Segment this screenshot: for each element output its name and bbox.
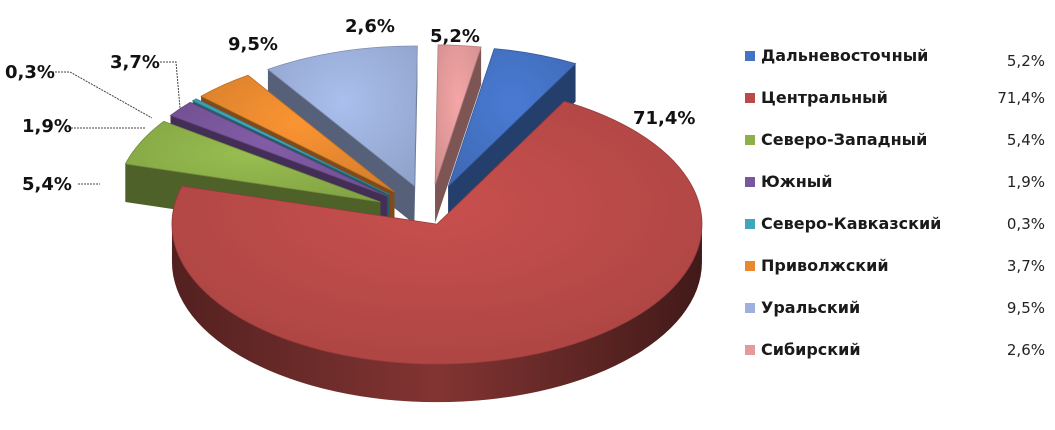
- slice-label: 1,9%: [22, 116, 72, 137]
- legend-label: Северо-Кавказский: [761, 214, 941, 233]
- legend-swatch: [745, 219, 755, 229]
- legend-label: Приволжский: [761, 256, 889, 275]
- legend-label: Южный: [761, 172, 832, 191]
- pie-slice: [267, 45, 418, 187]
- leader-line: [160, 61, 181, 109]
- legend-swatch: [745, 303, 755, 313]
- legend-value: 3,7%: [1007, 257, 1045, 275]
- legend-value: 0,3%: [1007, 215, 1045, 233]
- pie-slice: [200, 74, 395, 193]
- slice-label: 9,5%: [228, 34, 278, 55]
- legend-swatch: [745, 345, 755, 355]
- slice-label: 5,4%: [22, 174, 72, 195]
- legend-value: 71,4%: [997, 89, 1045, 107]
- legend: Дальневосточный 5,2% Центральный 71,4% Север…: [745, 46, 1045, 359]
- legend-value: 5,2%: [1007, 52, 1045, 70]
- legend-swatch: [745, 177, 755, 187]
- legend-value: 9,5%: [1007, 299, 1045, 317]
- slice-label: 2,6%: [345, 16, 395, 37]
- legend-value: 5,4%: [1007, 131, 1045, 149]
- legend-value: 1,9%: [1007, 173, 1045, 191]
- pie-slice: [434, 44, 482, 186]
- leader-line: [52, 71, 153, 119]
- slice-label: 3,7%: [110, 52, 160, 73]
- legend-swatch: [745, 93, 755, 103]
- pie-tops: [124, 44, 703, 365]
- pie-slice: [191, 98, 390, 195]
- legend-label: Центральный: [761, 88, 888, 107]
- legend-swatch: [745, 51, 755, 61]
- leader-lines: [52, 61, 181, 185]
- pie-slice: [124, 120, 381, 203]
- slice-labels: 5,2% 71,4% 5,4% 1,9% 0,3% 3,7% 9,5% 2,6%: [5, 16, 695, 195]
- slice-side: [171, 224, 702, 403]
- slice-label: 0,3%: [5, 62, 55, 83]
- legend-label: Уральский: [761, 298, 860, 317]
- legend-swatch: [745, 261, 755, 271]
- slice-label: 5,2%: [430, 26, 480, 47]
- legend-value: 2,6%: [1007, 341, 1045, 359]
- legend-swatch: [745, 135, 755, 145]
- pie-slice: [447, 48, 577, 187]
- legend-label: Северо-Западный: [761, 130, 927, 149]
- pie-slice: [171, 100, 703, 365]
- legend-label: Сибирский: [761, 340, 861, 359]
- legend-label: Дальневосточный: [761, 46, 928, 65]
- slice-label: 71,4%: [633, 108, 695, 129]
- slice-cut-wall: [435, 47, 482, 223]
- pie-slice: [169, 101, 388, 197]
